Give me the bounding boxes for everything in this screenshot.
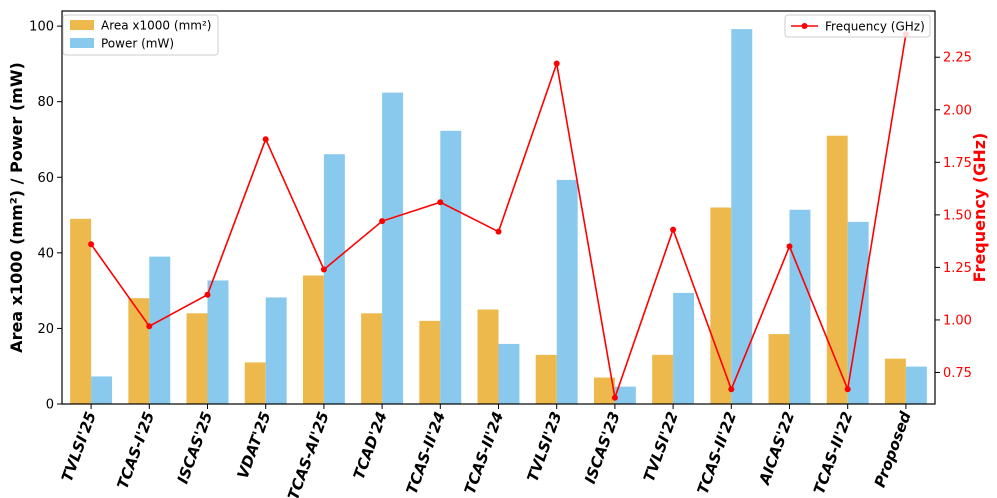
x-tick-label: ISCAS'25 [174,409,217,486]
power-bar [673,292,695,404]
x-tick-label: TVLSI'23 [523,409,565,484]
x-tick-label: TCAS-II'22 [694,409,741,496]
legend-power-label: Power (mW) [101,37,174,51]
right-axis-title: Frequency (GHz) [970,133,989,283]
right-tick-label: 1.25 [943,261,972,276]
right-tick-label: 1.75 [943,156,972,171]
legend-line: Frequency (GHz) [784,14,931,38]
legend-frequency-marker [801,23,808,29]
frequency-point [204,291,211,298]
area-bar [826,135,848,405]
x-tick-label: ISCAS'23 [581,409,624,486]
x-axis-ticks: TVLSI'25 TCAS-I'25 ISCAS'25 VDAT'25 TCAS-AI'… [58,404,915,498]
x-tick-label: TVLSI'25 [58,409,100,484]
frequency-point [786,243,793,250]
x-tick-label: TCAS-I'25 [113,409,158,491]
frequency-point [553,60,560,67]
power-bar [614,386,636,404]
left-tick-label: 0 [46,398,54,413]
right-tick-label: 2.25 [943,51,972,66]
legend-area-label: Area x1000 (mm²) [101,19,211,33]
area-bar [70,218,92,404]
power-bar [556,179,578,404]
x-tick-label: TCAS-II'24 [461,409,508,496]
right-tick-label: 1.50 [943,208,972,223]
left-tick-label: 100 [29,20,54,35]
frequency-point [262,136,269,143]
left-tick-label: 40 [37,246,54,261]
frequency-point [611,394,618,401]
x-tick-label: AICAS'22 [755,409,798,488]
area-bar [419,320,441,404]
left-tick-label: 60 [37,171,54,186]
x-tick-label: TVLSI'22 [640,409,682,484]
right-tick-label: 2.00 [943,103,972,118]
legend-frequency-label: Frequency (GHz) [825,20,925,34]
x-tick-label: TCAS-II'24 [403,409,450,496]
x-tick-label: Proposed [871,409,915,490]
left-axis-title: Area x1000 (mm²) / Power (mW) [7,62,26,353]
power-bar [149,256,171,404]
frequency-point [88,241,95,248]
area-bar [884,358,906,404]
right-axis-ticks: 0.75 1.00 1.25 1.50 1.75 2.00 2.25 [935,51,972,381]
frequency-point [146,323,153,330]
area-bar [710,207,732,404]
area-bar [186,313,208,404]
power-bar [905,366,927,404]
frequency-point [495,228,502,235]
legend-bars-box [62,14,219,56]
power-bar [498,343,520,404]
bars-layer [70,29,927,405]
legend-line-box [784,14,931,38]
right-tick-label: 0.75 [943,366,972,381]
left-tick-label: 20 [37,322,54,337]
power-bar [382,92,404,404]
x-tick-label: TCAS-II'22 [810,409,857,496]
left-axis-ticks: 0 20 40 60 80 100 [29,20,62,413]
power-bar [207,280,229,404]
right-tick-label: 1.00 [943,313,972,328]
area-bar [652,354,674,404]
area-bar [535,354,557,404]
power-bar [847,221,869,404]
power-bar [91,376,113,404]
power-bar [789,209,811,404]
power-bar [265,297,287,404]
frequency-point [844,386,851,393]
area-bar [361,313,383,404]
power-bar [440,130,462,404]
area-bar [768,334,790,404]
left-tick-label: 80 [37,95,54,110]
frequency-point [728,386,735,393]
power-bar [731,29,753,405]
area-bar [593,377,615,404]
power-bar [323,154,345,404]
frequency-point [670,226,677,233]
x-tick-label: TCAD'24 [350,409,391,482]
frequency-point [379,218,386,225]
frequency-line-layer [88,31,909,401]
area-bar [302,275,324,404]
legend-area-swatch [70,20,94,30]
legend-power-swatch [70,38,94,48]
legend-bars: Area x1000 (mm²) Power (mW) [62,14,219,56]
frequency-point [320,266,327,273]
x-tick-label: VDAT'25 [234,409,275,481]
x-tick-label: TCAS-AI'25 [284,409,333,498]
area-bar [477,309,499,404]
frequency-point [437,199,444,206]
area-bar [244,362,266,404]
area-bar [128,298,150,404]
